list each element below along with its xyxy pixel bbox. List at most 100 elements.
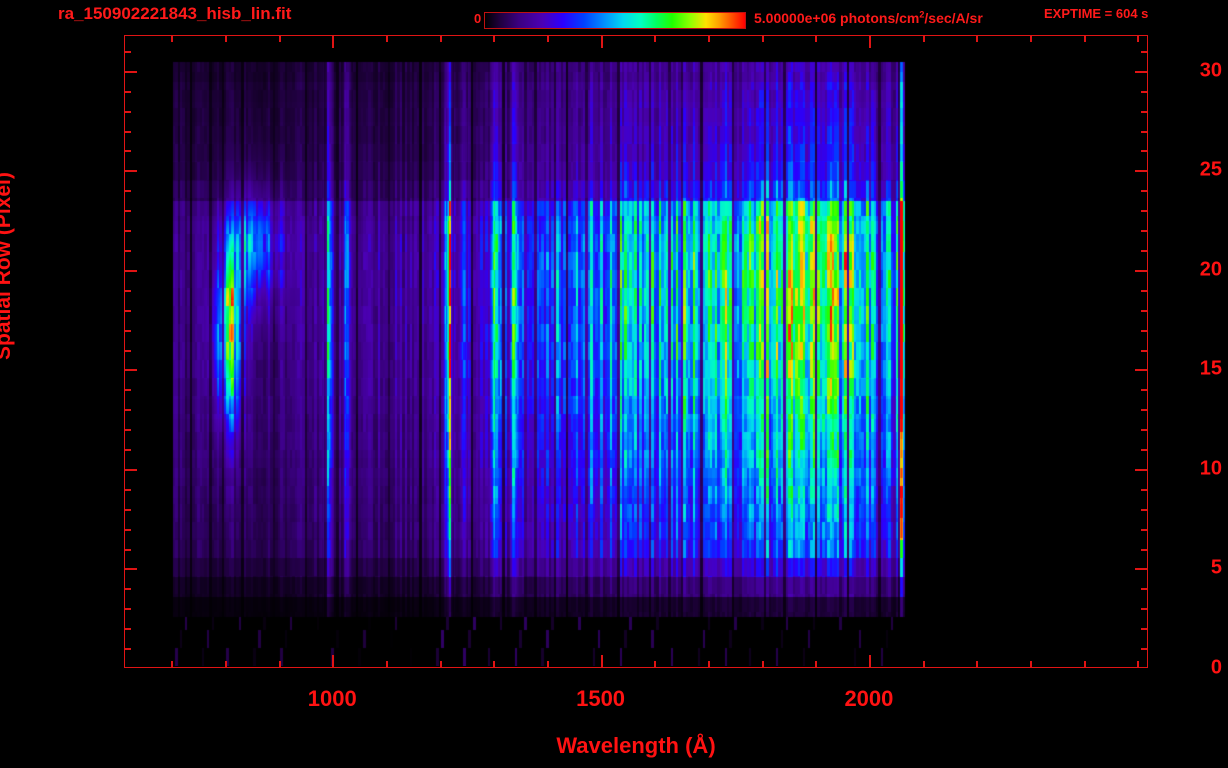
y-tick-label-25: 25 xyxy=(1199,158,1222,181)
y-tick-right-25 xyxy=(1135,170,1148,172)
y-minor-tick-31 xyxy=(124,51,131,53)
x-tick-top-2200 xyxy=(976,35,978,42)
x-minor-tick-900 xyxy=(279,661,281,668)
x-tick-top-2400 xyxy=(1084,35,1086,42)
y-minor-tick-18 xyxy=(124,310,131,312)
y-tick-right-24 xyxy=(1141,190,1148,192)
y-minor-tick-23 xyxy=(124,210,131,212)
x-tick-top-1800 xyxy=(762,35,764,42)
x-minor-tick-2300 xyxy=(1030,661,1032,668)
y-major-tick-15 xyxy=(124,369,137,371)
x-minor-tick-1400 xyxy=(547,661,549,668)
x-tick-top-1600 xyxy=(654,35,656,42)
y-axis-title: Spatial Row (Pixel) xyxy=(0,172,15,360)
colorbar-min-label: 0 xyxy=(474,11,482,26)
y-minor-tick-2 xyxy=(124,628,131,630)
y-minor-tick-21 xyxy=(124,250,131,252)
y-tick-label-15: 15 xyxy=(1199,357,1222,380)
y-minor-tick-1 xyxy=(124,648,131,650)
y-tick-right-22 xyxy=(1141,230,1148,232)
y-tick-right-19 xyxy=(1141,290,1148,292)
y-major-tick-20 xyxy=(124,270,137,272)
x-tick-top-1900 xyxy=(815,35,817,42)
exptime-label: EXPTIME = 604 s xyxy=(1044,6,1149,21)
y-major-tick-10 xyxy=(124,469,137,471)
x-tick-top-800 xyxy=(225,35,227,42)
x-major-tick-2000 xyxy=(869,655,871,668)
y-tick-right-27 xyxy=(1141,131,1148,133)
y-major-tick-5 xyxy=(124,568,137,570)
x-tick-top-2000 xyxy=(869,35,871,48)
x-minor-tick-1900 xyxy=(815,661,817,668)
y-tick-label-5: 5 xyxy=(1210,556,1222,579)
x-tick-label-2000: 2000 xyxy=(844,686,894,711)
x-tick-top-2100 xyxy=(923,35,925,42)
x-major-tick-1000 xyxy=(332,655,334,668)
y-tick-right-15 xyxy=(1135,369,1148,371)
x-major-tick-1500 xyxy=(601,655,603,668)
y-tick-right-23 xyxy=(1141,210,1148,212)
x-tick-top-700 xyxy=(171,35,173,42)
y-tick-label-0: 0 xyxy=(1210,656,1222,679)
y-minor-tick-12 xyxy=(124,429,131,431)
y-tick-right-30 xyxy=(1135,71,1148,73)
x-minor-tick-1600 xyxy=(654,661,656,668)
y-minor-tick-27 xyxy=(124,131,131,133)
y-tick-right-18 xyxy=(1141,310,1148,312)
x-tick-top-900 xyxy=(279,35,281,42)
x-tick-top-2500 xyxy=(1137,35,1139,42)
colorbar-max-label: 5.00000e+06 photons/cm2/sec/A/sr xyxy=(754,10,983,26)
x-tick-top-1400 xyxy=(547,35,549,42)
y-tick-right-3 xyxy=(1141,608,1148,610)
y-major-tick-25 xyxy=(124,170,137,172)
x-tick-label-1500: 1500 xyxy=(576,686,626,711)
y-tick-right-28 xyxy=(1141,111,1148,113)
x-axis-title: Wavelength (Å) xyxy=(556,733,716,758)
y-tick-right-21 xyxy=(1141,250,1148,252)
y-tick-right-14 xyxy=(1141,389,1148,391)
y-minor-tick-11 xyxy=(124,449,131,451)
x-tick-label-1000: 1000 xyxy=(307,686,357,711)
y-minor-tick-16 xyxy=(124,350,131,352)
y-tick-right-1 xyxy=(1141,648,1148,650)
y-tick-right-4 xyxy=(1141,588,1148,590)
x-minor-tick-1300 xyxy=(493,661,495,668)
x-minor-tick-2200 xyxy=(976,661,978,668)
y-tick-right-26 xyxy=(1141,150,1148,152)
y-tick-right-7 xyxy=(1141,529,1148,531)
y-tick-label-20: 20 xyxy=(1199,258,1222,281)
x-tick-top-1500 xyxy=(601,35,603,48)
y-tick-right-20 xyxy=(1135,270,1148,272)
y-tick-right-13 xyxy=(1141,409,1148,411)
x-minor-tick-2500 xyxy=(1137,661,1139,668)
x-minor-tick-1200 xyxy=(440,661,442,668)
y-tick-right-8 xyxy=(1141,509,1148,511)
y-tick-right-31 xyxy=(1141,51,1148,53)
x-tick-top-1700 xyxy=(708,35,710,42)
y-minor-tick-24 xyxy=(124,190,131,192)
x-tick-top-1100 xyxy=(386,35,388,42)
x-minor-tick-1700 xyxy=(708,661,710,668)
y-tick-right-6 xyxy=(1141,549,1148,551)
x-tick-top-1300 xyxy=(493,35,495,42)
y-minor-tick-7 xyxy=(124,529,131,531)
x-tick-top-2300 xyxy=(1030,35,1032,42)
y-major-tick-30 xyxy=(124,71,137,73)
y-tick-right-29 xyxy=(1141,91,1148,93)
x-minor-tick-1800 xyxy=(762,661,764,668)
y-tick-right-2 xyxy=(1141,628,1148,630)
x-minor-tick-1100 xyxy=(386,661,388,668)
colorbar-unit-exponent: 2 xyxy=(919,9,925,20)
x-tick-top-1000 xyxy=(332,35,334,48)
y-tick-right-9 xyxy=(1141,489,1148,491)
y-minor-tick-19 xyxy=(124,290,131,292)
y-minor-tick-9 xyxy=(124,489,131,491)
y-tick-right-12 xyxy=(1141,429,1148,431)
y-tick-right-17 xyxy=(1141,330,1148,332)
page-title: ra_150902221843_hisb_lin.fit xyxy=(58,4,292,23)
spectrogram-image xyxy=(125,36,1146,666)
y-tick-label-30: 30 xyxy=(1199,59,1222,82)
y-minor-tick-29 xyxy=(124,91,131,93)
y-minor-tick-14 xyxy=(124,389,131,391)
